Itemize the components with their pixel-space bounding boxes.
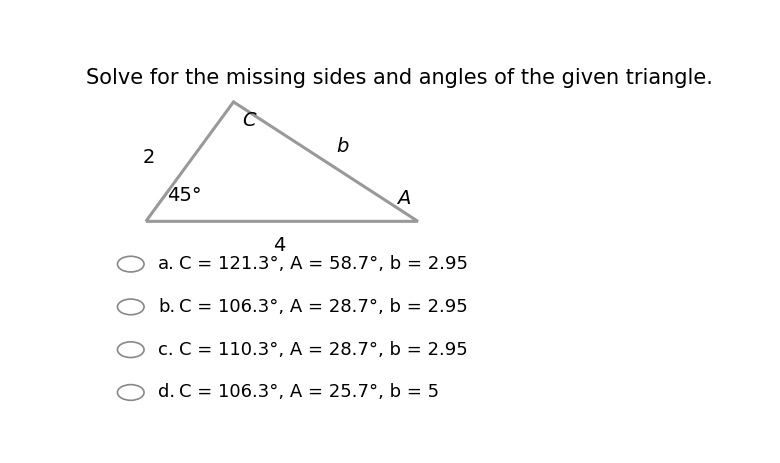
Text: b.: b.: [158, 298, 176, 316]
Text: C = 121.3°, A = 58.7°, b = 2.95: C = 121.3°, A = 58.7°, b = 2.95: [179, 255, 468, 273]
Text: A: A: [397, 189, 410, 208]
Text: C: C: [243, 111, 256, 130]
Text: C = 110.3°, A = 28.7°, b = 2.95: C = 110.3°, A = 28.7°, b = 2.95: [179, 341, 468, 359]
Text: d.: d.: [158, 383, 175, 401]
Text: c.: c.: [158, 341, 174, 359]
Text: C = 106.3°, A = 25.7°, b = 5: C = 106.3°, A = 25.7°, b = 5: [179, 383, 439, 401]
Text: b: b: [336, 137, 349, 156]
Text: a.: a.: [158, 255, 175, 273]
Text: C = 106.3°, A = 28.7°, b = 2.95: C = 106.3°, A = 28.7°, b = 2.95: [179, 298, 468, 316]
Text: 2: 2: [143, 148, 155, 167]
Text: 4: 4: [273, 236, 285, 255]
Text: 45°: 45°: [167, 186, 202, 205]
Text: Solve for the missing sides and angles of the given triangle.: Solve for the missing sides and angles o…: [87, 68, 713, 88]
